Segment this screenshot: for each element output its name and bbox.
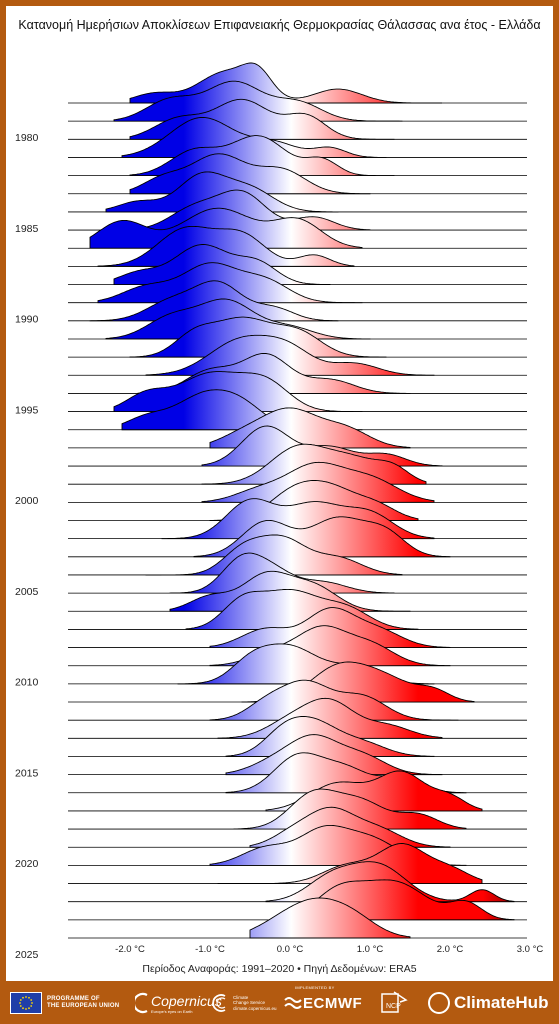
c3s-label-line1: Climate (233, 994, 249, 1000)
copernicus-logo[interactable]: Copernicus Europe's eyes on Earth (135, 989, 222, 1017)
ridge-1987 (68, 207, 527, 249)
climatehub-logo[interactable]: ClimateHub (428, 989, 548, 1017)
y-axis-labels: 1980 1985 1990 1995 2000 2005 2010 2015 2020 2025 (15, 132, 39, 961)
y-tick-label-2015: 2015 (15, 767, 39, 779)
ecmwf-logo[interactable]: IMPLEMENTED BY ECMWF (283, 985, 363, 1017)
y-tick-label-1985: 1985 (15, 223, 39, 235)
footer-logos: PROGRAMME OF THE EUROPEAN UNION Copernic… (0, 981, 559, 1024)
ridge-density-1988 (97, 225, 355, 267)
eu-logo[interactable]: PROGRAMME OF THE EUROPEAN UNION (10, 989, 119, 1017)
y-tick-label-1980: 1980 (15, 132, 39, 144)
x-tick-label: -2.0 °C (115, 944, 145, 955)
y-tick-label-2025: 2025 (15, 949, 39, 961)
ridge-density-1987 (89, 207, 363, 249)
ncp-icon: NCP (381, 991, 408, 1013)
ridgeline-chart: 1980 1985 1990 1995 2000 2005 2010 2015 2020 2025… (15, 62, 543, 961)
ridge-density-1996 (113, 371, 363, 413)
c3s-label-line2: Change Service (233, 1000, 266, 1006)
reference-period-caption: Περίοδος Αναφοράς: 1991–2020 • Πηγή Δεδο… (142, 963, 417, 975)
ridges-group (68, 62, 527, 939)
ridge-2022 (68, 843, 527, 884)
climatehub-sun-icon (428, 992, 450, 1014)
y-tick-label-2000: 2000 (15, 495, 39, 507)
chart-title: Κατανομή Ημερήσιων Αποκλίσεων Επιφανειακ… (18, 18, 541, 32)
ridge-density-2022 (217, 843, 483, 884)
ridge-density-2014 (217, 697, 443, 739)
c3s-logo[interactable]: Climate Change Service climate.copernicu… (212, 989, 277, 1017)
copernicus-sub: Europe's eyes on Earth (151, 1008, 193, 1014)
x-tick-label: 0.0 °C (277, 944, 304, 955)
ridge-1988 (68, 225, 527, 267)
copernicus-label: Copernicus (151, 992, 222, 1009)
ridge-2011 (68, 643, 527, 685)
ridge-density-1980 (113, 80, 403, 122)
ecmwf-label: ECMWF (303, 994, 363, 1012)
c3s-label-line3: climate.copernicus.eu (233, 1005, 277, 1011)
ridge-density-1999 (201, 425, 443, 467)
eu-label-line1: PROGRAMME OF (47, 996, 100, 1002)
x-axis: -2.0 °C -1.0 °C 0.0 °C 1.0 °C 2.0 °C 3.0 °C (115, 944, 543, 955)
y-tick-label-2020: 2020 (15, 858, 39, 870)
ridge-2005 (68, 534, 527, 576)
x-tick-label: 1.0 °C (357, 944, 384, 955)
x-tick-label: 2.0 °C (437, 944, 464, 955)
climatehub-label: ClimateHub (454, 993, 549, 1012)
copernicus-swirl-icon (135, 992, 148, 1014)
ridge-density-1986 (121, 189, 371, 231)
eu-flag-icon (10, 992, 42, 1014)
ridge-1979 (68, 62, 527, 104)
y-tick-label-2010: 2010 (15, 677, 39, 689)
ridge-2017 (68, 752, 527, 794)
ridge-density-2015 (225, 716, 435, 757)
ridge-2008 (68, 588, 527, 630)
ridge-2025 (68, 897, 527, 939)
x-tick-label: 3.0 °C (517, 944, 544, 955)
ecmwf-implemented-by: IMPLEMENTED BY (295, 985, 335, 990)
y-tick-label-1995: 1995 (15, 404, 39, 416)
ridge-density-1985 (105, 171, 339, 213)
ridge-density-2019 (233, 788, 467, 830)
c3s-swirl-icon (212, 994, 226, 1012)
ncp-logo[interactable]: NCP (380, 989, 408, 1017)
ncp-label: NCP (386, 1003, 401, 1010)
y-tick-label-1990: 1990 (15, 314, 39, 326)
ridge-1985 (68, 171, 527, 213)
ridge-density-1994 (145, 334, 435, 376)
eu-label-line2: THE EUROPEAN UNION (47, 1003, 120, 1009)
ecmwf-wave-icon (284, 997, 302, 1009)
ridge-density-2025 (249, 897, 411, 939)
ridge-density-2005 (145, 534, 403, 576)
x-tick-label: -1.0 °C (195, 944, 225, 955)
ridge-1990 (68, 262, 527, 304)
y-tick-label-2005: 2005 (15, 586, 39, 598)
ridge-density-1990 (97, 262, 363, 304)
